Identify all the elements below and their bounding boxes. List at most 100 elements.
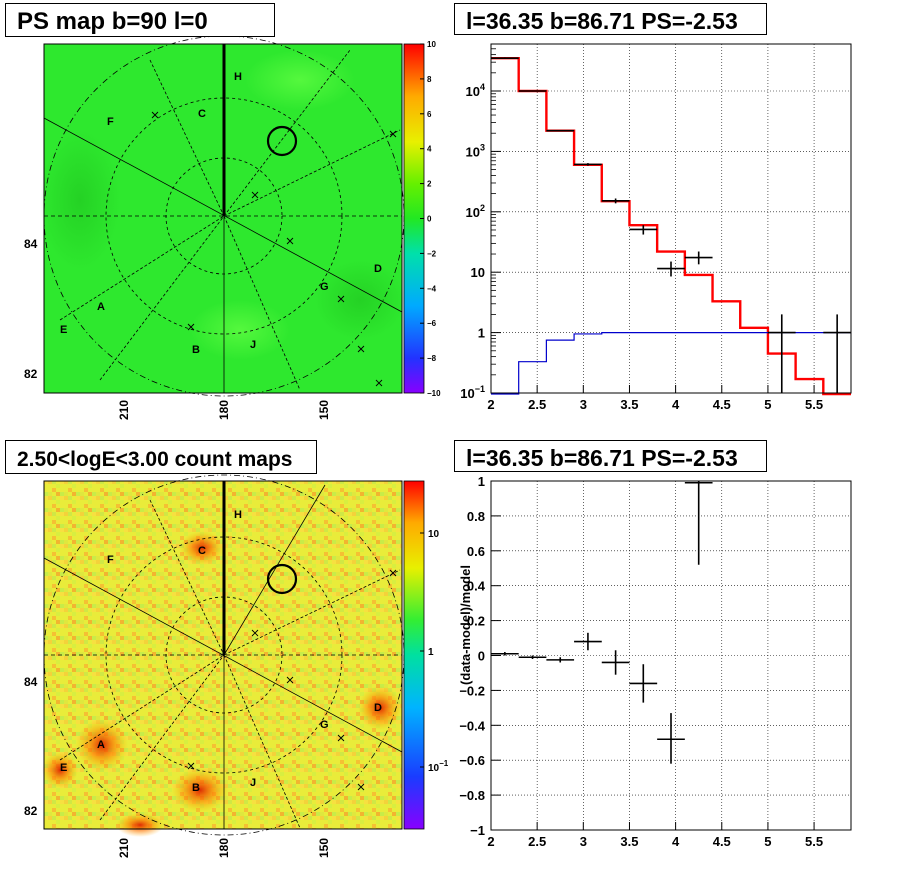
x-tick-label: 5 bbox=[764, 834, 771, 849]
count-map-frame bbox=[43, 480, 403, 830]
count-map-hotspot bbox=[172, 768, 228, 812]
x-tick-label: 180 bbox=[217, 838, 231, 858]
residual-y-axis-label: (data-model)/model bbox=[458, 565, 473, 685]
region-label-e: E bbox=[60, 762, 67, 774]
x-tick-label: 3 bbox=[580, 834, 587, 849]
colorbar-tick-label: −8 bbox=[427, 354, 437, 363]
x-tick-label: 4.5 bbox=[713, 397, 731, 412]
x-tick-label: 2 bbox=[487, 397, 494, 412]
x-tick-label: 4 bbox=[672, 397, 680, 412]
y-tick-label: 10 bbox=[471, 265, 485, 280]
count-map-x-axis: 210 180 150 bbox=[117, 838, 331, 858]
residual-point bbox=[684, 481, 713, 565]
y-tick-label: 0.4 bbox=[467, 579, 486, 594]
colorbar-tick-label: 2 bbox=[427, 180, 432, 189]
ps-map-patch bbox=[245, 50, 355, 110]
count-map-colorbar bbox=[403, 480, 425, 830]
flat-histogram-line bbox=[491, 332, 851, 395]
region-label-c: C bbox=[198, 545, 206, 557]
x-tick-label: 4 bbox=[672, 834, 680, 849]
y-tick-label: −0.2 bbox=[459, 683, 485, 698]
colorbar-tick-label: −4 bbox=[427, 284, 437, 293]
colorbar-tick-label: 0 bbox=[427, 215, 432, 224]
residual-point bbox=[491, 652, 519, 656]
x-tick-label: 5.5 bbox=[805, 397, 823, 412]
y-tick-label: 84 bbox=[24, 237, 38, 251]
count-map-region-labels: H C F A E B J G D bbox=[60, 509, 382, 794]
residual-point bbox=[601, 650, 630, 675]
y-tick-label: 0.8 bbox=[467, 509, 485, 524]
x-tick-label: 2.5 bbox=[528, 834, 546, 849]
data-point bbox=[684, 251, 713, 265]
x-tick-label: 150 bbox=[317, 838, 331, 858]
data-point bbox=[491, 57, 519, 59]
data-point bbox=[574, 163, 602, 166]
colorbar-tick-label: −6 bbox=[427, 319, 437, 328]
data-point bbox=[518, 90, 547, 92]
ps-map-panel: H C F A E B J G D 84 82 210 180 150 10 8 6… bbox=[24, 35, 441, 420]
x-tick-label: 150 bbox=[317, 400, 331, 420]
count-map-y-axis: 84 82 bbox=[24, 675, 38, 818]
y-tick-label: 82 bbox=[24, 367, 38, 381]
x-tick-label: 5 bbox=[764, 397, 771, 412]
colorbar-tick-label: 10 bbox=[427, 40, 436, 49]
y-tick-label: 10−1 bbox=[460, 384, 485, 401]
ps-map-colorbar-ticks: 10 8 6 4 2 0 −2 −4 −6 −8 −10 bbox=[420, 40, 441, 398]
count-map-hotspot bbox=[42, 752, 78, 788]
region-label-a: A bbox=[97, 301, 105, 313]
residual-point bbox=[518, 655, 547, 659]
colorbar-tick-label: 6 bbox=[427, 110, 432, 119]
y-tick-label: 104 bbox=[466, 82, 485, 99]
y-tick-label: 0.6 bbox=[467, 544, 485, 559]
region-label-c: C bbox=[198, 108, 206, 120]
ps-map-patch bbox=[40, 130, 120, 270]
residual-point bbox=[546, 657, 575, 663]
residual-frame bbox=[490, 480, 852, 831]
spectrum-plot: 2 2.5 3 3.5 4 4.5 5 5.5 10−1 1 10 102 103 104 bbox=[460, 43, 852, 412]
residual-grid bbox=[491, 481, 851, 830]
data-point bbox=[546, 129, 575, 132]
x-tick-label: 210 bbox=[117, 838, 131, 858]
colorbar-tick-label: −10 bbox=[427, 389, 441, 398]
region-label-b: B bbox=[192, 782, 200, 794]
x-tick-label: 3 bbox=[580, 397, 587, 412]
region-label-j: J bbox=[250, 339, 256, 351]
region-label-a: A bbox=[97, 739, 105, 751]
residual-point bbox=[574, 632, 602, 651]
y-tick-label: 82 bbox=[24, 804, 38, 818]
y-tick-label: −0.6 bbox=[459, 753, 485, 768]
colorbar-tick-label: 10−1 bbox=[428, 759, 449, 774]
x-tick-label: 3.5 bbox=[620, 834, 638, 849]
count-map-hotspot bbox=[116, 813, 164, 837]
region-label-g: G bbox=[320, 281, 329, 293]
region-label-d: D bbox=[374, 263, 382, 275]
ps-map-region-labels: H C F A E B J G D bbox=[60, 71, 382, 356]
colorbar-tick-label: 10 bbox=[428, 529, 440, 540]
x-tick-label: 180 bbox=[217, 400, 231, 420]
x-tick-label: 210 bbox=[117, 400, 131, 420]
spectrum-frame bbox=[490, 43, 852, 394]
spectrum-series bbox=[491, 56, 851, 396]
region-label-f: F bbox=[107, 554, 114, 566]
y-tick-label: −0.4 bbox=[459, 718, 485, 733]
count-map-colorbar-ticks: 10 1 10−1 bbox=[420, 529, 449, 774]
region-label-j: J bbox=[250, 777, 256, 789]
y-tick-label: 84 bbox=[24, 675, 38, 689]
x-tick-label: 3.5 bbox=[620, 397, 638, 412]
residual-plot: 2 2.5 3 3.5 4 4.5 5 5.5 1 0.8 0.6 0.4 0.2 0 −0.2 −0.4 −0… bbox=[458, 474, 852, 849]
spectrum-grid bbox=[491, 44, 851, 393]
residual-title: l=36.35 b=86.71 PS=-2.53 bbox=[454, 440, 767, 472]
data-point bbox=[601, 198, 630, 204]
spectrum-title: l=36.35 b=86.71 PS=-2.53 bbox=[454, 3, 767, 35]
colorbar-tick-label: 1 bbox=[428, 647, 434, 658]
count-map-markers bbox=[187, 569, 397, 791]
count-map-title: 2.50<logE<3.00 count maps bbox=[5, 440, 317, 474]
model-histogram-line bbox=[491, 56, 851, 396]
x-tick-label: 2 bbox=[487, 834, 494, 849]
y-tick-label: 103 bbox=[466, 142, 485, 159]
ps-map-y-axis: 84 82 bbox=[24, 237, 38, 381]
colorbar-tick-label: 8 bbox=[427, 75, 432, 84]
colorbar-tick-label: −2 bbox=[427, 249, 437, 258]
ps-map-patch bbox=[315, 260, 405, 340]
